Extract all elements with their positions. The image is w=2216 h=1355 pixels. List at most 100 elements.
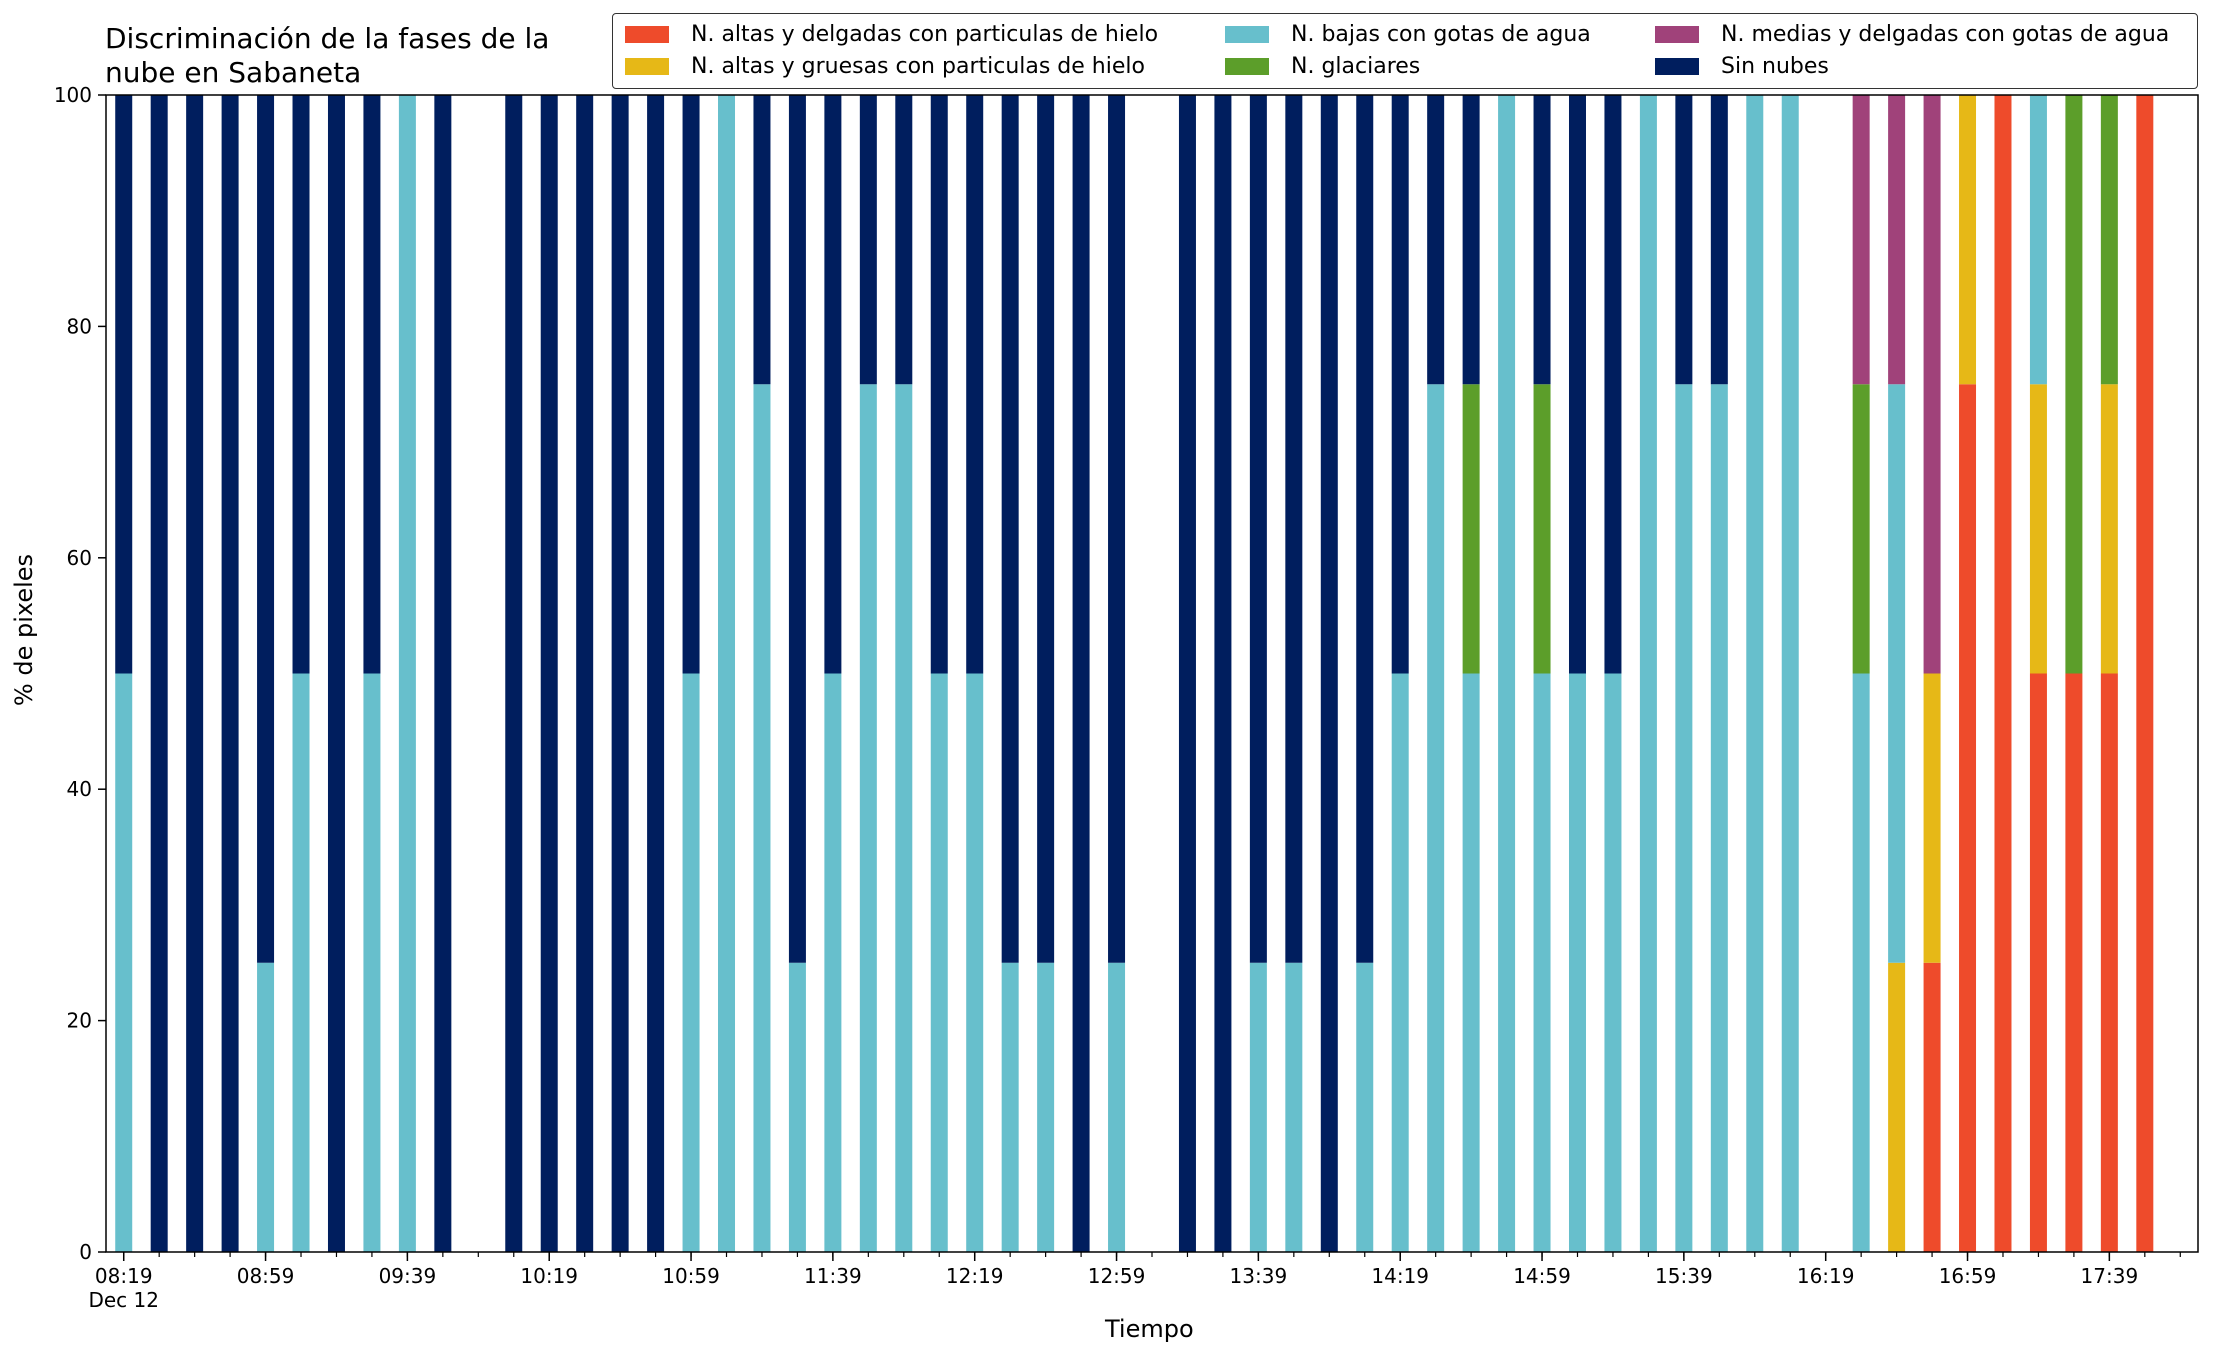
bar-segment bbox=[682, 673, 700, 1252]
bar-segment bbox=[540, 95, 558, 1252]
bar-segment bbox=[292, 673, 310, 1252]
x-tick-label: 10:19 bbox=[520, 1264, 578, 1288]
bar-segment bbox=[257, 962, 275, 1252]
x-tick-label: 11:39 bbox=[804, 1264, 862, 1288]
x-tick-label: 16:59 bbox=[1939, 1264, 1997, 1288]
bar-segment bbox=[753, 95, 771, 385]
bar-segment bbox=[1675, 95, 1693, 385]
y-axis-label: % de pixeles bbox=[10, 553, 38, 707]
bar-segment bbox=[186, 95, 204, 1252]
bar-segment bbox=[647, 95, 665, 1252]
bar-segment bbox=[1923, 962, 1941, 1252]
x-axis-label: Tiempo bbox=[1105, 1315, 1194, 1343]
legend-swatch bbox=[1225, 57, 1269, 75]
bar-segment bbox=[1320, 95, 1338, 1252]
bar-segment bbox=[788, 95, 806, 963]
legend-item-altas-delgadas: N. altas y delgadas con particulas de hi… bbox=[625, 18, 1158, 50]
plot-frame bbox=[105, 94, 2199, 1253]
bar-segment bbox=[1356, 962, 1374, 1252]
x-tick-label: Dec 12 bbox=[88, 1288, 159, 1312]
bar-segment bbox=[1391, 673, 1409, 1252]
bar-segment bbox=[611, 95, 629, 1252]
bar-segment bbox=[1888, 962, 1906, 1252]
y-tick-label: 60 bbox=[67, 546, 92, 570]
bar-segment bbox=[434, 95, 452, 1252]
legend-swatch bbox=[1225, 25, 1269, 43]
bar-segment bbox=[2029, 673, 2047, 1252]
x-tick-label: 12:59 bbox=[1088, 1264, 1146, 1288]
bar-segment bbox=[1001, 962, 1019, 1252]
legend-label: N. glaciares bbox=[1291, 53, 1421, 79]
bar-segment bbox=[115, 95, 133, 674]
x-tick-label: 12:19 bbox=[946, 1264, 1004, 1288]
bar-segment bbox=[2065, 95, 2083, 674]
legend-label: Sin nubes bbox=[1721, 53, 1829, 79]
legend-item-altas-gruesas: N. altas y gruesas con particulas de hie… bbox=[625, 50, 1145, 82]
bar-segment bbox=[1852, 384, 1870, 674]
y-tick-label: 80 bbox=[67, 314, 92, 338]
bar-segment bbox=[1639, 95, 1657, 1252]
x-tick-label: 08:19 bbox=[95, 1264, 153, 1288]
legend-item-glaciares: N. glaciares bbox=[1225, 50, 1420, 82]
legend-swatch bbox=[625, 57, 669, 75]
bar-segment bbox=[859, 384, 877, 1252]
bar-segment bbox=[682, 95, 700, 674]
bar-segment bbox=[115, 673, 133, 1252]
chart-title: Discriminación de la fases de la nube en… bbox=[105, 22, 550, 89]
bar-segment bbox=[1959, 384, 1977, 1252]
legend-label: N. altas y gruesas con particulas de hie… bbox=[691, 53, 1145, 79]
legend-swatch bbox=[1655, 25, 1699, 43]
bar-segment bbox=[1356, 95, 1374, 963]
bar-segment bbox=[1072, 95, 1090, 1252]
bar-segment bbox=[1533, 384, 1551, 674]
bar-segment bbox=[1746, 95, 1764, 1252]
bar-segment bbox=[1108, 95, 1126, 963]
bar-segment bbox=[1249, 95, 1267, 963]
bar-segment bbox=[1959, 95, 1977, 385]
bar-segment bbox=[1249, 962, 1267, 1252]
bar-segment bbox=[2100, 384, 2118, 674]
bar-segment bbox=[363, 95, 381, 674]
x-tick-label: 14:59 bbox=[1513, 1264, 1571, 1288]
bar-segment bbox=[1604, 673, 1622, 1252]
bar-segment bbox=[327, 95, 345, 1252]
y-tick-label: 0 bbox=[79, 1240, 92, 1264]
legend-label: N. bajas con gotas de agua bbox=[1291, 21, 1591, 47]
bar-segment bbox=[930, 95, 948, 674]
bar-segment bbox=[1710, 95, 1728, 385]
bar-segment bbox=[292, 95, 310, 674]
bar-segment bbox=[824, 673, 842, 1252]
bar-segment bbox=[2029, 384, 2047, 674]
legend-item-bajas-agua: N. bajas con gotas de agua bbox=[1225, 18, 1591, 50]
legend-item-sin-nubes: Sin nubes bbox=[1655, 50, 1829, 82]
bar-segment bbox=[1391, 95, 1409, 674]
bar-segment bbox=[1462, 384, 1480, 674]
bar-segment bbox=[718, 95, 736, 1252]
bar-segment bbox=[1568, 95, 1586, 674]
bar-segment bbox=[2100, 95, 2118, 385]
bar-segment bbox=[1285, 962, 1303, 1252]
x-tick-label: 09:39 bbox=[379, 1264, 437, 1288]
bar-segment bbox=[788, 962, 806, 1252]
bar-segment bbox=[2136, 95, 2154, 1252]
y-tick-label: 100 bbox=[54, 83, 92, 107]
legend-label: N. medias y delgadas con gotas de agua bbox=[1721, 21, 2170, 47]
y-tick-label: 40 bbox=[67, 777, 92, 801]
bar-segment bbox=[221, 95, 239, 1252]
bar-segment bbox=[1604, 95, 1622, 674]
bar-segment bbox=[398, 95, 416, 1252]
bar-segment bbox=[2029, 95, 2047, 385]
x-tick-label: 16:19 bbox=[1797, 1264, 1855, 1288]
bar-segment bbox=[1037, 95, 1055, 963]
bar-segment bbox=[505, 95, 523, 1252]
bar-segment bbox=[895, 384, 913, 1252]
bar-segment bbox=[1710, 384, 1728, 1252]
x-tick-label: 13:39 bbox=[1230, 1264, 1288, 1288]
bar-segment bbox=[895, 95, 913, 385]
bar-segment bbox=[1533, 673, 1551, 1252]
bar-segment bbox=[576, 95, 594, 1252]
bar-segment bbox=[1498, 95, 1516, 1252]
bar-segment bbox=[966, 673, 984, 1252]
chart-legend: N. altas y delgadas con particulas de hi… bbox=[612, 13, 2198, 89]
y-tick-label: 20 bbox=[67, 1009, 92, 1033]
